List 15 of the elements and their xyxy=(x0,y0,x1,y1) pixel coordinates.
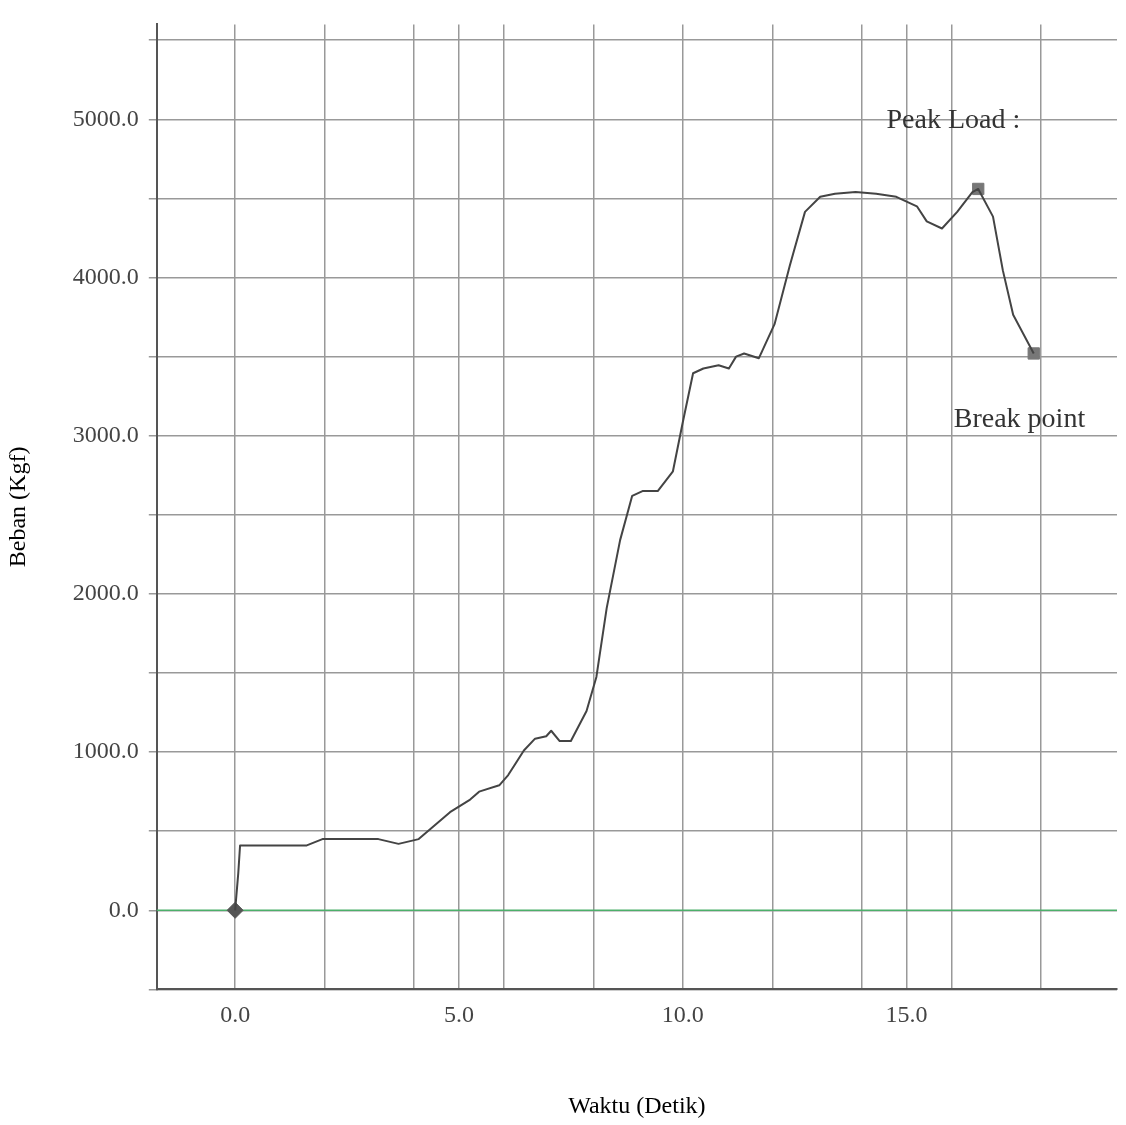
x-tick-label: 15.0 xyxy=(885,1001,928,1028)
x-tick-label: 0.0 xyxy=(220,1001,251,1028)
y-tick-label: 4000.0 xyxy=(72,262,139,289)
y-tick-label: 2000.0 xyxy=(72,579,139,606)
point xyxy=(1027,347,1040,360)
annotation: Peak Load : xyxy=(886,103,1021,135)
y-tick-label: 5000.0 xyxy=(72,104,139,131)
y-tick-label: 3000.0 xyxy=(72,421,139,448)
y-tick-label: 1000.0 xyxy=(72,737,139,764)
x-axis-title: Waktu (Detik) xyxy=(568,1091,706,1118)
y-axis-title: Beban (Kgf) xyxy=(3,446,30,568)
x-tick-label: 10.0 xyxy=(661,1001,704,1028)
y-tick-label: 0.0 xyxy=(108,895,139,922)
x-tick-label: 5.0 xyxy=(443,1001,474,1028)
annotation: Break point xyxy=(953,402,1086,434)
